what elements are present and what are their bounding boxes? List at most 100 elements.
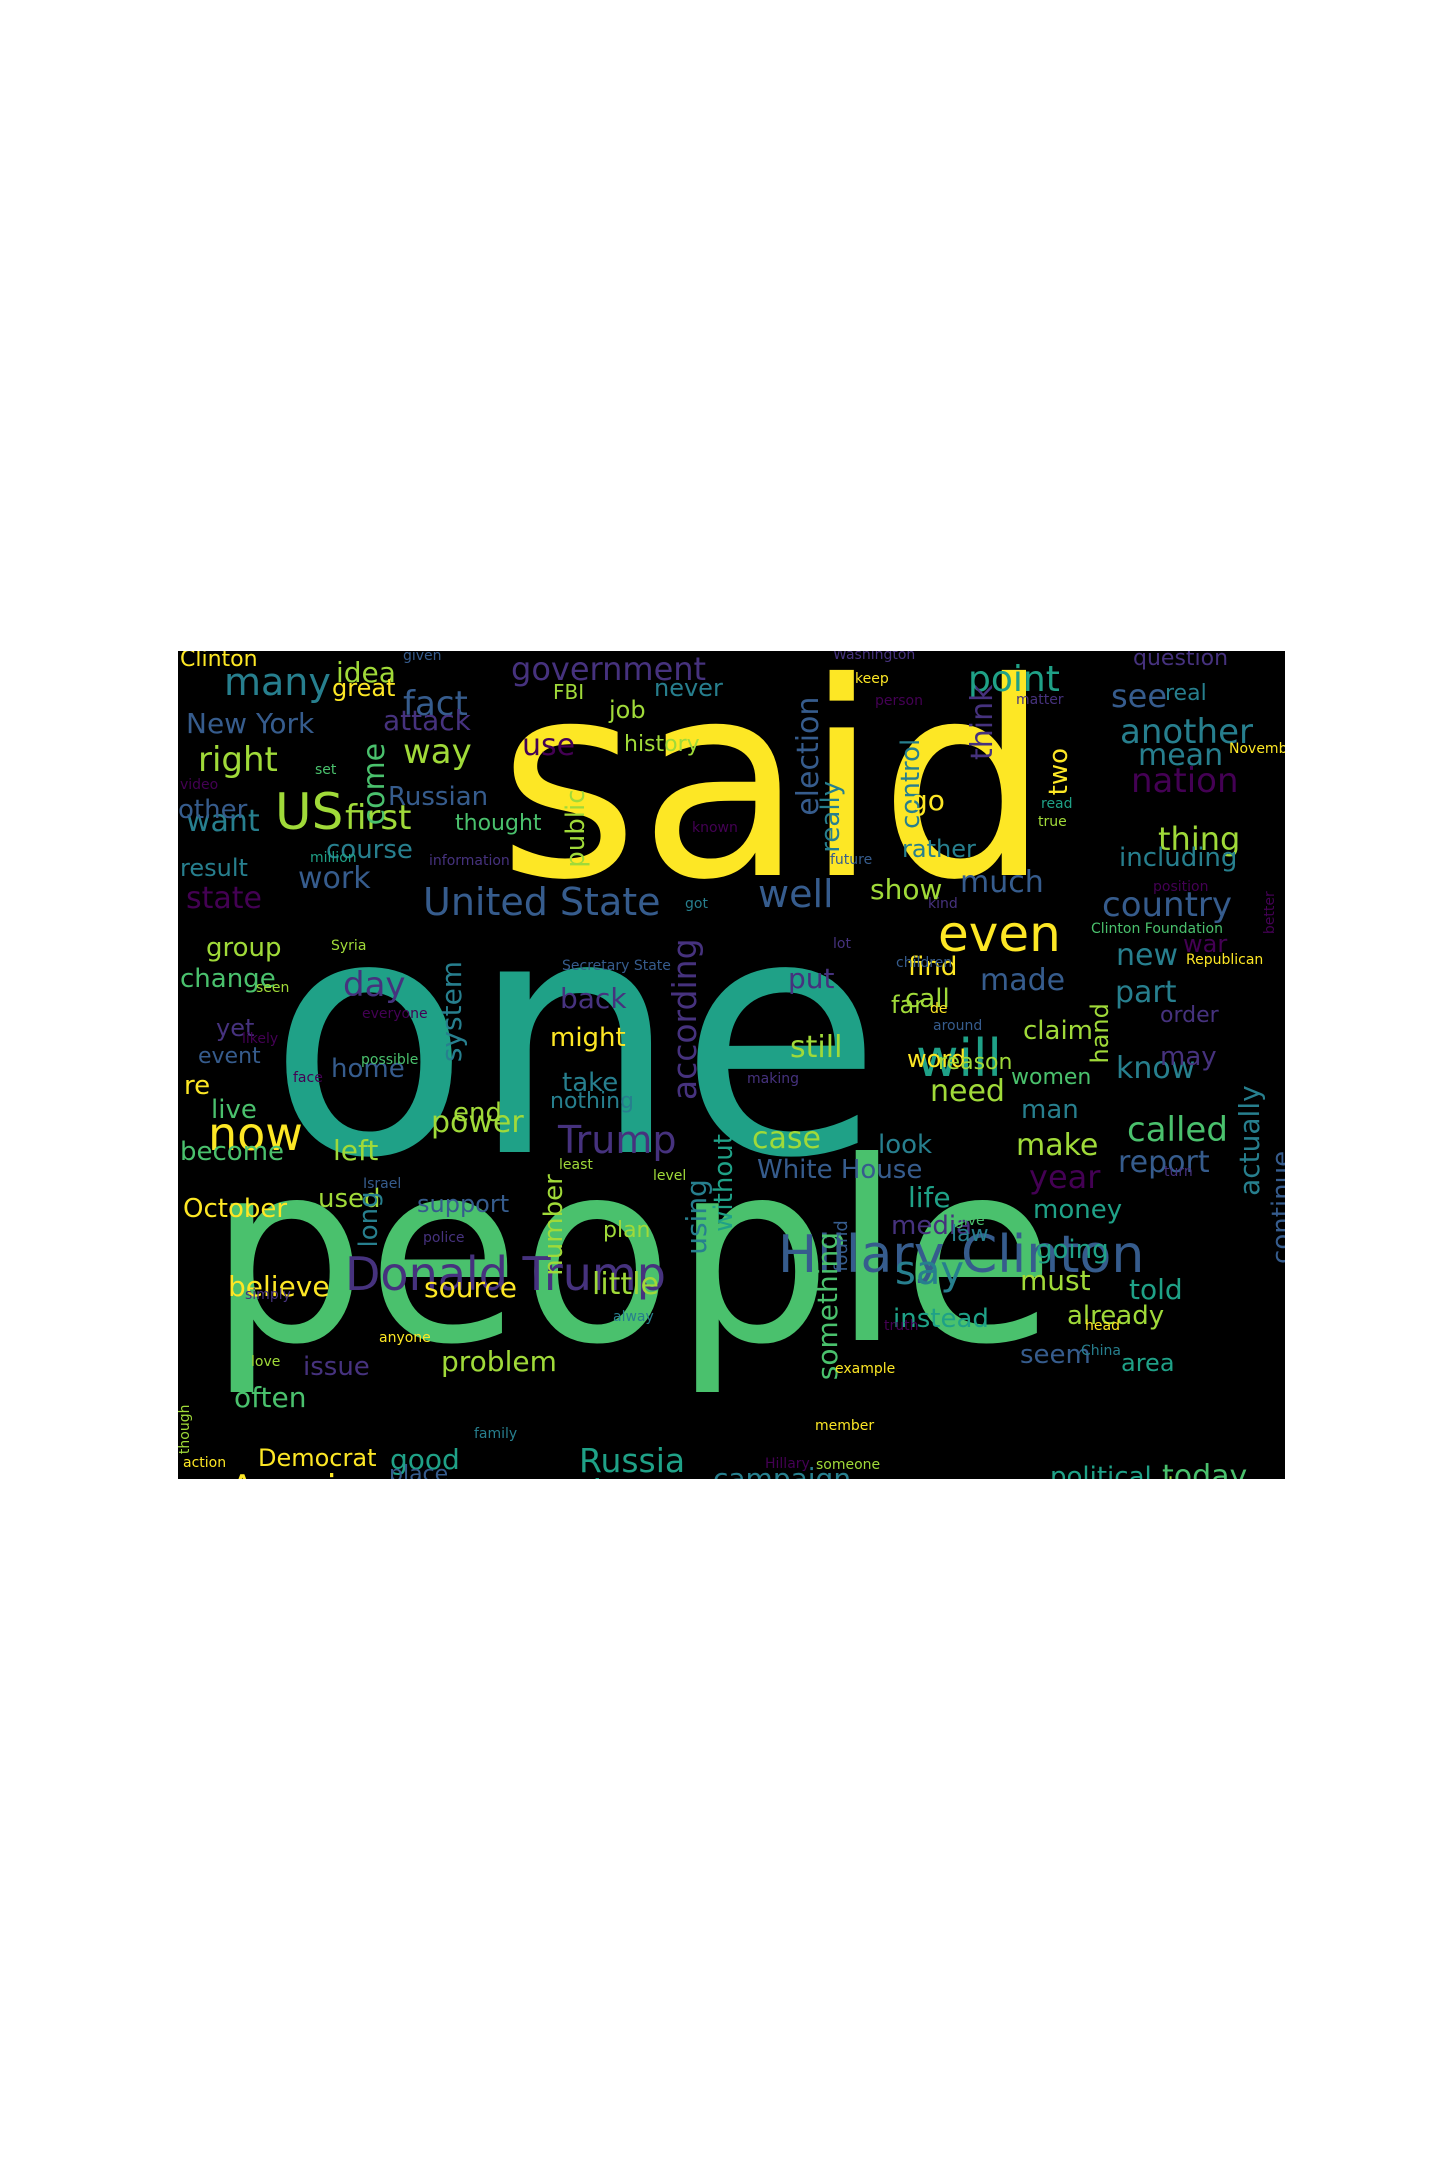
word-known: known — [692, 820, 738, 836]
word-work: work — [298, 861, 371, 896]
word-public: public — [561, 789, 591, 868]
word-show: show — [870, 873, 943, 906]
word-information: information — [429, 853, 510, 869]
word-thing: thing — [1158, 820, 1241, 858]
word-nothing: nothing — [550, 1089, 634, 1114]
word-de: de — [930, 1001, 948, 1017]
word-need: need — [930, 1074, 1005, 1109]
word-job: job — [609, 696, 646, 724]
word-real: real — [1165, 681, 1207, 706]
word-kind: kind — [928, 896, 958, 912]
word-hand: hand — [1086, 1003, 1114, 1064]
word-believe: believe — [228, 1270, 330, 1303]
word-face: face — [293, 1070, 323, 1086]
word-go: go — [910, 784, 945, 817]
word-word: word — [907, 1045, 966, 1073]
word-november: November — [1229, 741, 1285, 757]
word-home: home — [331, 1054, 405, 1084]
word-told: told — [1129, 1273, 1183, 1306]
word-government: government — [511, 651, 707, 688]
word-seem: seem — [1020, 1340, 1091, 1370]
word-problem: problem — [441, 1345, 557, 1378]
word-october: October — [183, 1194, 288, 1224]
word-attack: attack — [383, 704, 471, 737]
word-russia: Russia — [579, 1441, 686, 1479]
word-video: video — [180, 777, 219, 793]
word-call: call — [905, 984, 950, 1014]
word-said: said — [498, 651, 1051, 939]
word-end: end — [453, 1098, 502, 1128]
word-might: might — [550, 1023, 626, 1053]
word-around: around — [933, 1018, 983, 1034]
word-issue: issue — [303, 1352, 370, 1382]
word-know: know — [1116, 1051, 1196, 1086]
word-found: found — [831, 1220, 852, 1272]
word-instead: instead — [893, 1304, 989, 1334]
word-person: person — [875, 693, 923, 709]
word-washington: Washington — [833, 651, 916, 663]
word-good: good — [390, 1443, 460, 1476]
word-according: according — [665, 938, 704, 1101]
word-love: love — [251, 1354, 281, 1370]
word-course: course — [326, 835, 413, 865]
word-got: got — [685, 896, 708, 912]
word-become: become — [180, 1137, 285, 1167]
word-man: man — [1021, 1095, 1079, 1125]
word-history: history — [624, 732, 700, 757]
word-think: think — [965, 684, 1000, 761]
word-order: order — [1160, 1003, 1219, 1028]
word-number: number — [539, 1174, 569, 1276]
word-possible: possible — [361, 1052, 419, 1068]
word-first: first — [345, 798, 412, 838]
word-re: re — [184, 1071, 211, 1101]
word-campaign: campaign — [713, 1462, 852, 1480]
word-read: read — [1041, 796, 1073, 812]
word-actually: actually — [1233, 1085, 1266, 1196]
word-country: country — [1102, 885, 1233, 925]
word-though: though — [178, 1404, 193, 1455]
word-donald-trump: Donald Trump — [345, 1247, 666, 1301]
word-plan: plan — [603, 1218, 651, 1243]
word-point: point — [968, 659, 1060, 700]
word-simply: simply — [245, 1287, 291, 1303]
word-really: really — [816, 780, 846, 853]
word-life: life — [908, 1181, 951, 1214]
word-still: still — [790, 1030, 843, 1065]
word-money: money — [1033, 1195, 1123, 1225]
word-level: level — [653, 1168, 687, 1184]
word-america: America — [230, 1471, 379, 1480]
word-head: head — [1085, 1318, 1120, 1334]
word-reason: reason — [938, 1050, 1013, 1075]
word-set: set — [315, 762, 337, 778]
word-day: day — [343, 965, 406, 1005]
word-someone: someone — [816, 1457, 881, 1473]
word-china: China — [1081, 1343, 1121, 1359]
word-thought: thought — [455, 811, 542, 836]
word-case: case — [752, 1121, 821, 1156]
word-better: better — [1262, 891, 1278, 935]
word-two: two — [1044, 747, 1074, 796]
word-come: come — [357, 742, 392, 826]
word-russian: Russian — [388, 782, 489, 812]
word-made: made — [980, 963, 1066, 998]
word-anyone: anyone — [379, 1330, 431, 1346]
word-part: part — [1115, 975, 1177, 1010]
word-vote: vote — [1141, 1475, 1190, 1480]
word-make: make — [1016, 1128, 1099, 1163]
word-us: US — [275, 783, 344, 841]
word-system: system — [435, 960, 468, 1063]
word-children: children — [896, 955, 953, 971]
word-million: million — [310, 850, 357, 866]
word-fact: fact — [403, 684, 468, 724]
word-white-house: White House — [757, 1155, 923, 1185]
word-hillary: Hillary — [765, 1456, 810, 1472]
word-lot: lot — [833, 936, 851, 952]
word-trump: Trump — [558, 1118, 677, 1162]
word-future: future — [830, 852, 873, 868]
word-even: even — [938, 905, 1061, 963]
word-many: many — [224, 660, 331, 704]
word-may: may — [1160, 1042, 1217, 1072]
word-question: question — [1133, 651, 1229, 671]
word-given: given — [403, 651, 442, 664]
word-american: American — [490, 1475, 671, 1479]
